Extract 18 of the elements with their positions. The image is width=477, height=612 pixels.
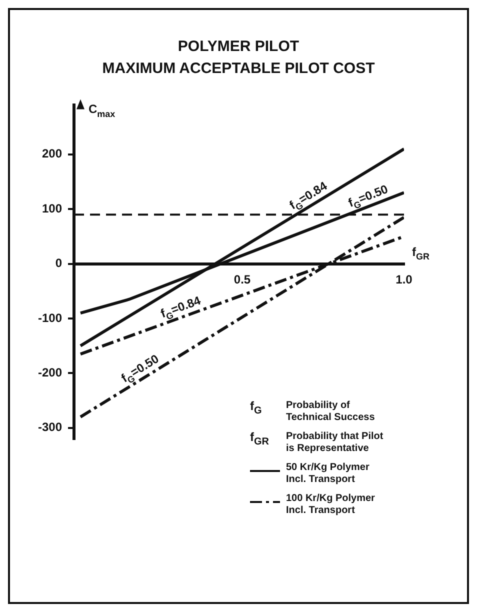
text: fG=0.50 bbox=[346, 182, 390, 211]
y-tick-label: 100 bbox=[42, 201, 62, 216]
x-tick-label: 1.0 bbox=[396, 272, 413, 286]
y-tick-label: 200 bbox=[42, 146, 62, 161]
y-tick-label: -200 bbox=[38, 365, 62, 380]
annotation: f$_{G}$ bbox=[250, 399, 262, 416]
x-tick-label: 0.5 bbox=[234, 272, 251, 286]
text: fG=0.84 bbox=[158, 293, 203, 322]
annotation: Probability of Technical Success bbox=[286, 400, 376, 424]
y-tick-label: -100 bbox=[38, 310, 62, 325]
text: 50 Kr/Kg Polymer Incl. Transport bbox=[286, 462, 370, 486]
chart-title: POLYMER PILOT bbox=[176, 37, 300, 57]
annotation: f$_{GR}$ bbox=[250, 430, 269, 448]
y-tick-label: 0 bbox=[55, 256, 62, 270]
chart-subtitle: MAXIMUM ACCEPTABLE PILOT COST bbox=[101, 59, 376, 79]
y-tick-label: -300 bbox=[38, 420, 62, 434]
text: 100 Kr/Kg Polymer Incl. Transport bbox=[286, 493, 376, 517]
annotation: Probability that Pilot is Representative bbox=[286, 431, 384, 455]
